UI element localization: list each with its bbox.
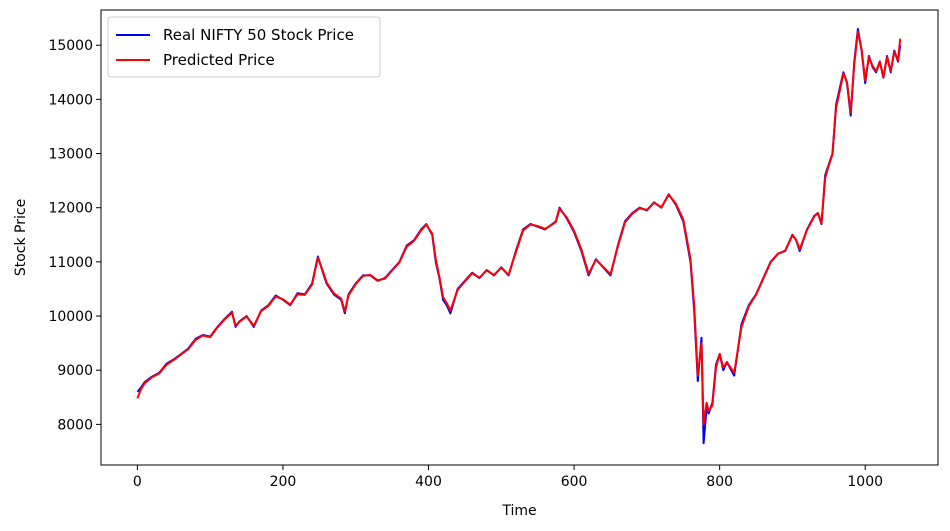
legend: Real NIFTY 50 Stock Price Predicted Pric… <box>107 16 381 78</box>
series-line-real <box>136 28 902 445</box>
y-tick-label: 8000 <box>57 417 93 433</box>
y-tick-label: 14000 <box>48 92 93 108</box>
x-tick-label: 200 <box>270 474 297 490</box>
x-tick-label: 1000 <box>847 474 883 490</box>
x-tick-label: 800 <box>706 474 733 490</box>
axes: 0 200 400 600 800 1000 8000 9000 10000 11000 12000… <box>48 9 939 490</box>
x-tick-label: 0 <box>133 474 142 490</box>
x-tick-label: 400 <box>415 474 442 490</box>
y-tick-label: 9000 <box>57 363 93 379</box>
series-line-predicted <box>136 30 902 426</box>
legend-label-predicted: Predicted Price <box>163 51 275 69</box>
legend-box <box>107 16 381 78</box>
y-axis-label: Stock Price <box>13 199 29 276</box>
plot-area <box>136 28 902 445</box>
axes-frame <box>100 9 939 466</box>
x-axis-label: Time <box>501 503 536 519</box>
y-tick-label: 11000 <box>48 255 93 271</box>
legend-label-real: Real NIFTY 50 Stock Price <box>163 26 354 44</box>
y-tick-label: 12000 <box>48 201 93 217</box>
x-tick-label: 600 <box>561 474 588 490</box>
y-tick-label: 10000 <box>48 309 93 325</box>
y-tick-label: 13000 <box>48 147 93 163</box>
y-tick-label: 15000 <box>48 38 93 54</box>
